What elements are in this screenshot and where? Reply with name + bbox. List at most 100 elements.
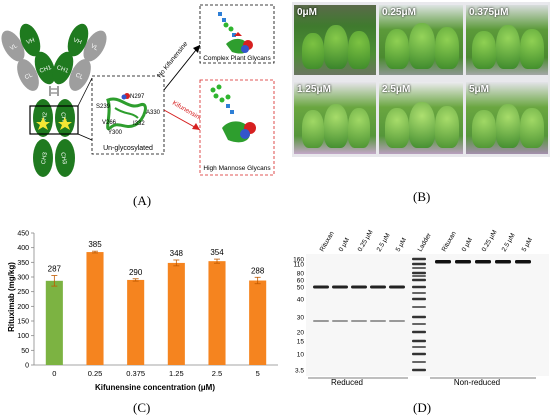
ladder-band — [412, 315, 426, 319]
high-mannose-glycans-box: High Mannose Glycans — [199, 79, 275, 176]
intact-igg-band — [495, 260, 511, 264]
panel-a-figure: VL VH CL CH1 VL VH CL CH1 CH2 CH2 CH3 CH… — [1, 4, 275, 177]
cl-left-label: CL — [24, 72, 34, 81]
heavy-chain-band — [351, 285, 367, 289]
ladder-band — [412, 306, 426, 308]
intact-igg-band — [515, 260, 531, 264]
ladder-band — [412, 361, 426, 363]
data-label: 354 — [210, 248, 224, 257]
lane-label: Rituxan — [441, 230, 458, 253]
x-tick-label: 2.5 — [212, 369, 222, 378]
lane-label: 5 μM — [395, 237, 408, 253]
non-reduced-label: Non-reduced — [454, 378, 500, 387]
residue-s239: S239 — [96, 104, 111, 110]
lane-label: 0 μM — [338, 237, 351, 253]
lane-label: Ladder — [417, 231, 434, 253]
x-tick-label: 5 — [256, 369, 260, 378]
ch1-left-label: CH1 — [39, 65, 53, 75]
bar — [86, 252, 104, 365]
y-tick-label: 250 — [17, 289, 29, 296]
light-chain-band — [332, 320, 348, 322]
photo-label-5um: 5μM — [469, 84, 490, 95]
mw-marker-label: 50 — [297, 285, 305, 292]
ladder-band — [412, 267, 426, 269]
glycosite-star-left — [36, 117, 50, 130]
residue-i332: I332 — [133, 121, 145, 127]
heavy-chain-band — [389, 285, 405, 289]
ladder-band — [412, 278, 426, 282]
residue-n297: N297 — [130, 94, 145, 100]
antibody-left-arm: VL VH CL CH1 — [1, 23, 56, 91]
y-axis-label: Rituximab (mg/kg) — [7, 262, 16, 332]
mw-marker-label: 40 — [297, 297, 305, 304]
lane-label: 2.5 μM — [501, 232, 517, 253]
x-tick-label: 0.25 — [88, 369, 103, 378]
arrow-label-no-kifunensine: No Kifunensine — [156, 40, 189, 79]
mw-marker-label: 3.5 — [295, 368, 304, 375]
ch2-left-label: CH2 — [41, 111, 49, 125]
heavy-chain-band — [370, 285, 386, 289]
photo-label-2-5um: 2.5μM — [382, 84, 411, 95]
antibody-right-arm: VL VH CL CH1 — [52, 23, 107, 91]
vh-right-label: VH — [72, 38, 82, 46]
plant-photo-2-5um: 2.5μM — [379, 82, 463, 154]
lane-label: 5 μM — [521, 237, 534, 253]
unglycosylated-label: Un-glycosylated — [103, 145, 153, 152]
ladder-band — [412, 368, 426, 372]
glycosite-star-right — [58, 117, 72, 130]
mw-marker-label: 160 — [293, 257, 304, 264]
ladder-band — [412, 285, 426, 289]
ladder-band — [412, 262, 426, 266]
residue-a330: A330 — [146, 110, 161, 116]
vl-right-label: VL — [89, 43, 99, 52]
ladder-band — [412, 352, 426, 356]
gel-background — [306, 254, 549, 376]
x-tick-label: 0 — [52, 369, 56, 378]
ladder-band — [412, 323, 426, 325]
ladder-band — [412, 346, 426, 348]
panel-c-bar-chart: 0 50 100 150 200 250 300 350 400 450 287 0 385 0.25 29… — [7, 231, 278, 392]
reduced-label: Reduced — [331, 378, 363, 387]
complex-glycans-box: Complex Plant Glycans — [199, 4, 275, 64]
light-chain-band — [389, 320, 405, 322]
data-label: 288 — [251, 266, 265, 275]
lane-label: 0 μM — [461, 237, 474, 253]
mw-marker-label: 110 — [294, 262, 305, 269]
data-label: 385 — [88, 240, 102, 249]
intact-igg-band — [455, 260, 471, 264]
antibody-fc-region: CH2 CH2 CH3 CH3 — [29, 99, 79, 177]
ladder-band — [412, 271, 426, 275]
mw-marker-label: 60 — [297, 278, 305, 285]
ladder-band — [412, 275, 426, 277]
y-tick-label: 400 — [17, 245, 29, 252]
panel-b-photo-grid: 0μM 0.25μM 0.375μM 1.25μM 2.5μM 5μM — [292, 2, 550, 157]
panel-b-label: (B) — [413, 189, 431, 204]
lane-label: 2.5 μM — [376, 232, 392, 253]
ladder-band — [412, 330, 426, 334]
lane-label: Rituxan — [319, 230, 336, 253]
x-tick-label: 0.375 — [126, 369, 145, 378]
data-label: 287 — [48, 265, 62, 274]
intact-igg-band — [435, 260, 451, 264]
heavy-chain-band — [332, 285, 348, 289]
y-tick-label: 300 — [17, 275, 29, 282]
ladder-band — [412, 297, 426, 301]
bar — [127, 279, 145, 365]
unglycosylated-inset: N297 S239 A330 V266 I332 Y300 Un-glycosy… — [91, 75, 165, 155]
bar — [167, 262, 185, 365]
plant-photo-0um: 0μM — [294, 5, 376, 75]
ch2-right-label: CH2 — [59, 112, 67, 126]
plant-photo-5um: 5μM — [466, 82, 548, 154]
residue-y300: Y300 — [108, 130, 123, 136]
ladder-band — [412, 339, 426, 343]
photo-label-0-25um: 0.25μM — [382, 7, 416, 18]
photo-label-0-375um: 0.375μM — [469, 7, 509, 18]
complex-plant-glycans-label: Complex Plant Glycans — [203, 55, 271, 62]
mw-marker-label: 30 — [297, 315, 305, 322]
panel-d-label: (D) — [413, 400, 432, 415]
photo-label-0um: 0μM — [297, 7, 318, 18]
x-tick-label: 1.25 — [169, 369, 184, 378]
ladder-band — [412, 292, 426, 294]
ladder-band — [412, 257, 426, 261]
panel-d-gel: Rituxan 0 μM 0.25 μM 2.5 μM 5 μM Ladder Rituxa… — [293, 229, 549, 387]
